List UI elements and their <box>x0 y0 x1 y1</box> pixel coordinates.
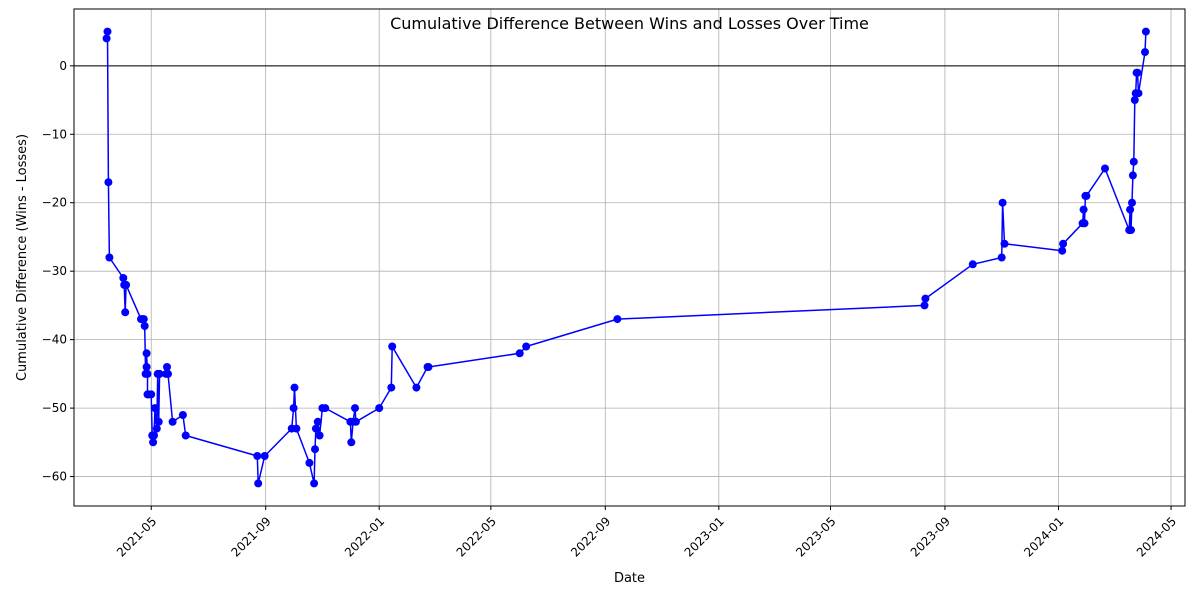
data-point <box>968 260 977 269</box>
data-point <box>305 458 314 467</box>
data-point <box>313 417 322 426</box>
data-point <box>315 431 324 440</box>
data-point <box>613 315 622 324</box>
data-point <box>290 383 299 392</box>
y-tick-label: −10 <box>42 127 67 141</box>
data-point <box>998 198 1007 207</box>
data-point <box>260 452 269 460</box>
y-tick-label: −60 <box>42 470 67 484</box>
data-point <box>254 479 263 488</box>
y-axis-label: Cumulative Difference (Wins - Losses) <box>15 134 30 381</box>
series-layer <box>102 27 1150 488</box>
data-point <box>103 27 112 36</box>
data-point <box>921 294 930 303</box>
data-point <box>168 417 177 426</box>
data-point <box>253 452 262 460</box>
data-point <box>122 280 131 289</box>
x-axis-label: Date <box>614 571 645 586</box>
data-point <box>1133 68 1142 77</box>
data-point <box>522 342 531 351</box>
y-tick-label: −30 <box>42 264 67 278</box>
data-point <box>1127 226 1135 235</box>
data-point <box>154 417 163 426</box>
plot-frame <box>73 8 1186 507</box>
data-point <box>1128 171 1137 180</box>
data-point <box>515 349 524 358</box>
data-point <box>1082 191 1091 200</box>
data-point <box>1128 198 1136 207</box>
data-point <box>351 417 360 426</box>
data-point <box>140 322 149 330</box>
data-point <box>1059 239 1068 248</box>
data-point <box>424 363 433 371</box>
data-point <box>1134 89 1143 98</box>
data-point <box>119 274 128 282</box>
data-point <box>149 438 158 447</box>
data-point <box>164 369 172 378</box>
data-point <box>387 383 396 392</box>
data-point <box>151 404 159 413</box>
data-point <box>1141 48 1149 57</box>
data-point <box>1058 246 1067 255</box>
data-point <box>139 315 148 324</box>
data-point <box>347 438 356 447</box>
data-point <box>311 445 319 454</box>
data-point <box>1080 219 1089 228</box>
data-point <box>1101 164 1109 173</box>
data-point <box>997 253 1006 262</box>
data-point <box>178 411 187 419</box>
y-tick-label: −50 <box>42 401 67 415</box>
data-point <box>310 479 319 488</box>
data-point <box>1141 27 1150 36</box>
data-point <box>351 404 359 413</box>
data-point <box>163 363 171 371</box>
y-tick-label: −40 <box>42 333 67 347</box>
data-point <box>1000 239 1009 248</box>
data-point <box>388 342 397 351</box>
data-point <box>412 383 421 392</box>
data-point <box>142 349 151 358</box>
data-point <box>311 424 320 433</box>
data-point <box>143 369 152 378</box>
data-point <box>1079 205 1088 214</box>
data-point <box>105 253 114 262</box>
data-point <box>150 431 158 440</box>
data-point <box>142 363 151 371</box>
data-point <box>104 178 113 187</box>
data-point <box>102 34 111 43</box>
data-point <box>181 431 190 440</box>
data-point <box>321 404 330 413</box>
data-point <box>155 369 164 378</box>
data-point <box>289 404 298 413</box>
data-point <box>920 301 929 310</box>
data-point <box>121 308 130 317</box>
data-point <box>152 424 161 433</box>
y-tick-label: 0 <box>59 59 67 73</box>
data-point <box>1126 205 1135 214</box>
data-point <box>1129 157 1138 166</box>
chart-title: Cumulative Difference Between Wins and L… <box>390 14 869 33</box>
data-point <box>1130 96 1139 104</box>
data-point <box>292 424 301 433</box>
y-tick-label: −20 <box>42 196 67 210</box>
data-point <box>147 390 156 399</box>
data-point <box>375 404 384 413</box>
